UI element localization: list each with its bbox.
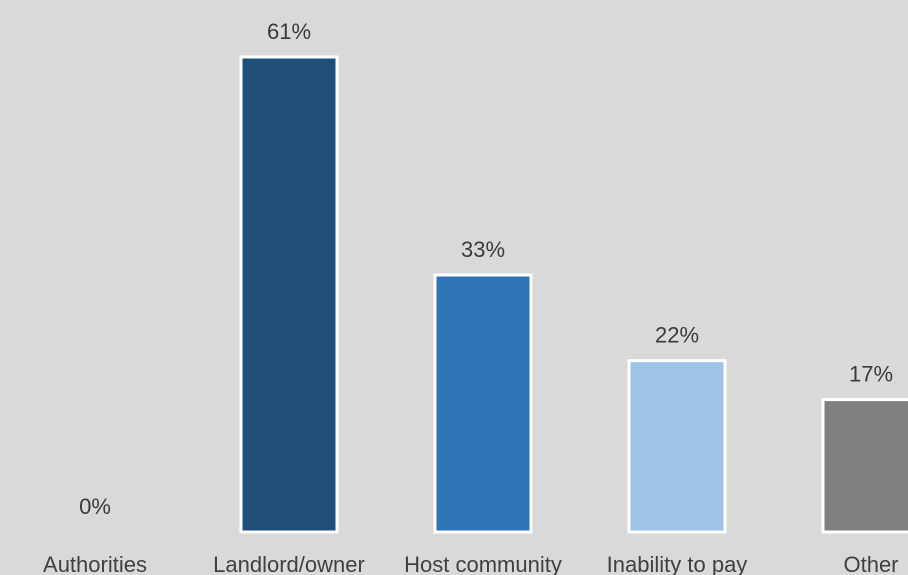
data-label: 17% (849, 362, 893, 387)
bar-host-community (433, 273, 533, 534)
category-label: Host community (404, 552, 562, 575)
data-label: 33% (461, 237, 505, 262)
bar-landlord-owner (239, 55, 339, 534)
data-label: 61% (267, 19, 311, 44)
category-label: Inability to pay (607, 552, 748, 575)
category-label: Landlord/owner (213, 552, 365, 575)
bar-inability-to-pay (627, 359, 727, 534)
data-label: 0% (79, 494, 111, 519)
category-label: Other (843, 552, 898, 575)
bar-other (821, 398, 908, 534)
data-label: 22% (655, 323, 699, 348)
category-label: Authorities (43, 552, 147, 575)
